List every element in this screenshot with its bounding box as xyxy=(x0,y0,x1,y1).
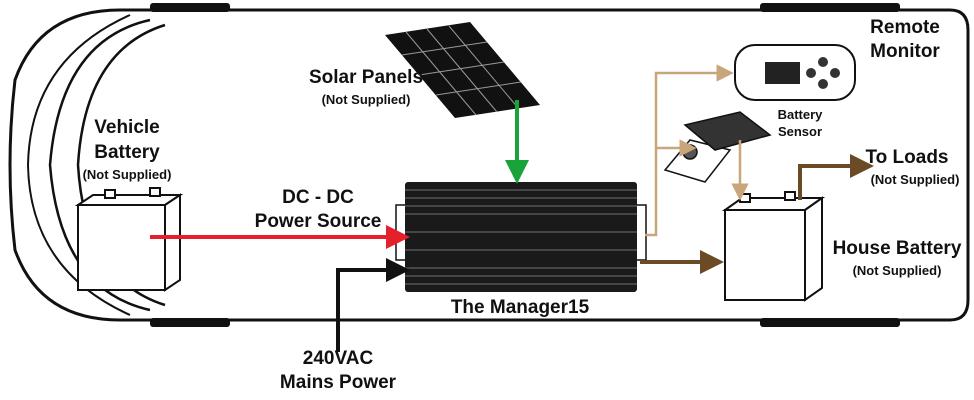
label: Power Source xyxy=(255,211,382,232)
label: Mains Power xyxy=(280,372,397,393)
label: Vehicle xyxy=(94,117,160,138)
label: The Manager15 xyxy=(451,297,590,318)
note: (Not Supplied) xyxy=(83,167,172,182)
label: To Loads xyxy=(865,147,948,168)
label: Battery xyxy=(778,107,824,122)
diagram: Solar Panels (Not Supplied) Remote Monit… xyxy=(0,0,974,400)
label: House Battery xyxy=(833,238,962,259)
label: DC - DC xyxy=(282,187,354,208)
label: Sensor xyxy=(778,124,822,139)
note: (Not Supplied) xyxy=(853,263,942,278)
note: (Not Supplied) xyxy=(322,92,411,107)
remote-monitor-icon xyxy=(735,45,855,100)
label: Solar Panels xyxy=(309,67,423,88)
label: Monitor xyxy=(870,41,940,62)
label: Battery xyxy=(94,142,160,163)
note: (Not Supplied) xyxy=(871,172,960,187)
house-battery-icon xyxy=(725,192,822,300)
label: Remote xyxy=(870,17,940,38)
manager-icon xyxy=(396,182,646,292)
label: 240VAC xyxy=(303,348,374,369)
